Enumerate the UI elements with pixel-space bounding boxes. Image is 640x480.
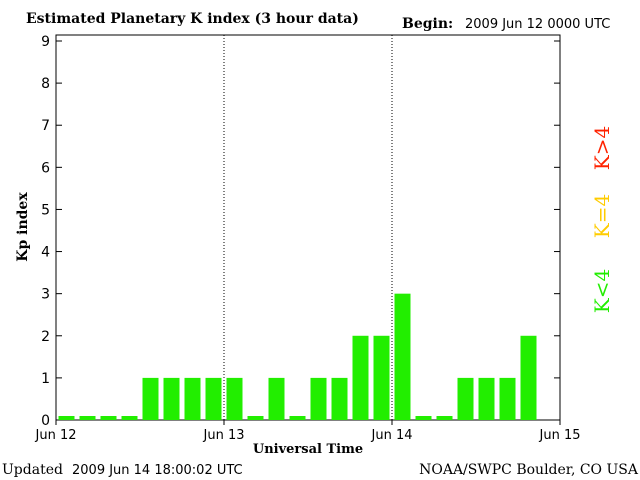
kp-bar [100,416,117,420]
legend-k-equal-4: K=4 [590,194,614,238]
y-tick-label: 6 [41,160,50,176]
kp-bar [121,416,138,420]
kp-bar [310,377,327,420]
chart-title: Estimated Planetary K index (3 hour data… [26,11,359,27]
x-tick-label: Jun 14 [371,428,413,443]
kp-bar [142,377,159,420]
y-axis-label: Kp index [15,192,31,262]
y-tick-label: 1 [41,371,50,387]
y-axis-ticks: 0 1 2 3 4 5 6 7 8 9 [41,34,560,429]
kp-bar [163,377,180,420]
kp-bar [436,416,453,420]
kp-bar [79,416,96,420]
x-axis-label: Universal Time [253,442,363,457]
kp-bar [289,416,306,420]
legend-k-less-4: K<4 [590,269,614,313]
begin-value: 2009 Jun 12 0000 UTC [465,17,610,32]
y-tick-label: 9 [41,34,50,50]
x-tick-label: Jun 15 [539,428,581,443]
legend-k-greater-4: K>4 [590,126,614,170]
kp-bar [499,377,516,420]
kp-bar [247,416,264,420]
kp-bar [58,416,75,420]
updated-value: 2009 Jun 14 18:00:02 UTC [72,463,243,478]
kp-bar [373,335,390,420]
kp-bar [520,335,537,420]
y-tick-label: 3 [41,287,50,303]
kp-bar [226,377,243,420]
y-tick-label: 2 [41,329,50,345]
kp-bar [331,377,348,420]
kp-bar [478,377,495,420]
kp-bar [352,335,369,420]
kp-bar [205,377,222,420]
kp-bar [415,416,432,420]
x-tick-label: Jun 12 [35,428,77,443]
plot-area [55,34,561,421]
y-tick-label: 4 [41,245,50,261]
x-axis-ticks: Jun 12 Jun 13 Jun 14 Jun 15 [35,420,581,443]
kp-bar [394,293,411,420]
x-tick-label: Jun 13 [203,428,245,443]
bars [58,293,537,420]
begin-label: Begin: [402,16,453,32]
y-tick-label: 8 [41,76,50,92]
kp-bar [268,377,285,420]
kp-bar [457,377,474,420]
updated-label: Updated [2,462,63,478]
y-tick-label: 5 [41,202,50,218]
day-separators [223,35,393,420]
y-tick-label: 7 [41,118,50,134]
y-tick-label: 0 [41,413,50,429]
kp-bar [184,377,201,420]
credit-text: NOAA/SWPC Boulder, CO USA [419,462,639,478]
